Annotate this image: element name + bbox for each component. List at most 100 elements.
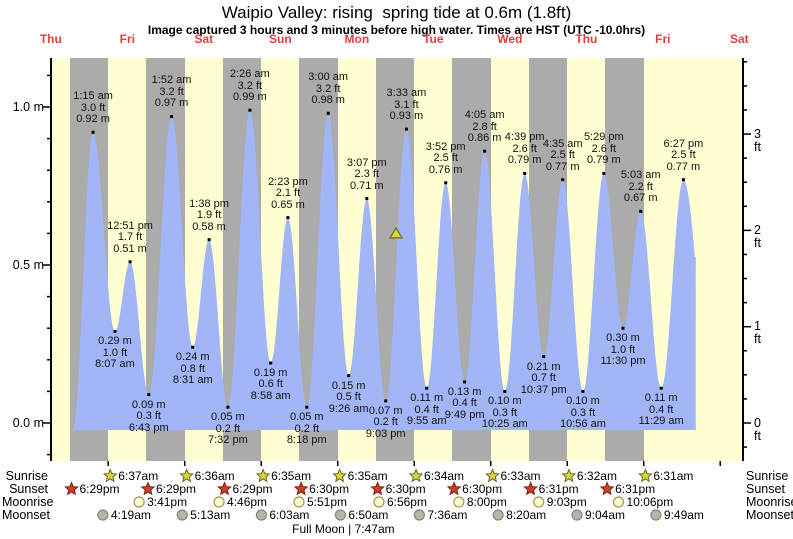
high-tide-dot xyxy=(681,178,685,182)
moonrise-icon xyxy=(373,496,385,508)
date-label: Sat14-Mar xyxy=(730,32,749,46)
low-tide-dot xyxy=(191,345,195,349)
low-tide-dot xyxy=(463,380,467,384)
moonset-icon xyxy=(413,509,425,521)
subtitle: Image captured 3 hours and 3 minutes bef… xyxy=(147,23,646,37)
date-label: Sun08-Mar xyxy=(269,32,292,46)
low-tide-dot xyxy=(621,326,625,330)
moon-down-time: 7:36am xyxy=(427,508,468,522)
moonrise-icon xyxy=(133,496,145,508)
date-label: Fri13-Mar xyxy=(655,32,671,46)
low-tide-label: 0.09 m 0.3 ft 6:43 pm xyxy=(128,398,169,434)
high-tide-label: 2:23 pm 2.1 ft 0.65 m xyxy=(268,175,308,211)
sun-up-time: 6:32am xyxy=(576,469,617,483)
moon-down-time: 8:20am xyxy=(506,508,547,522)
high-tide-dot xyxy=(444,181,448,185)
low-tide-label: 0.21 m 0.7 ft 10:37 pm xyxy=(520,360,567,396)
right-axis-label: 1 ft xyxy=(754,319,761,347)
sunrise-icon xyxy=(637,468,653,483)
low-tide-dot xyxy=(542,355,546,359)
moon-up-time: 8:00pm xyxy=(466,495,507,509)
sunset-icon xyxy=(217,481,232,496)
moonrise-icon xyxy=(533,496,545,508)
low-tide-label: 0.13 m 0.4 ft 9:49 pm xyxy=(444,385,485,421)
sunset-icon xyxy=(64,481,79,496)
sunset-icon xyxy=(293,481,309,496)
tide-curve xyxy=(72,110,696,430)
sun-down-time: 6:30pm xyxy=(385,482,426,496)
low-tide-label: 0.05 m 0.2 ft 7:32 pm xyxy=(207,411,248,447)
high-tide-label: 3:07 pm 2.3 ft 0.71 m xyxy=(346,156,387,192)
moon-up-time: 9:03pm xyxy=(546,495,587,509)
sun-down-time: 6:31pm xyxy=(615,482,656,496)
low-tide-label: 0.30 m 1.0 ft 11:30 pm xyxy=(600,332,646,368)
moon-down-time: 4:19am xyxy=(110,508,151,522)
sunrise-icon xyxy=(332,468,348,483)
low-tide-label: 0.10 m 0.3 ft 10:25 am xyxy=(481,395,528,431)
low-tide-dot xyxy=(269,361,273,365)
moonset-icon xyxy=(97,509,109,521)
sunset-label-right: Sunset xyxy=(746,482,785,496)
moon-down-time: 6:50am xyxy=(348,508,389,522)
high-tide-dot xyxy=(523,171,527,175)
high-tide-label: 1:52 am 3.2 ft 0.97 m xyxy=(151,74,192,110)
sun-up-time: 6:37am xyxy=(118,469,159,483)
low-tide-label: 0.29 m 1.0 ft 8:07 am xyxy=(95,335,135,371)
low-tide-label: 0.11 m 0.4 ft 9:55 am xyxy=(406,392,447,428)
high-tide-dot xyxy=(561,178,565,182)
sunset-icon xyxy=(446,481,462,496)
sunrise-icon xyxy=(102,468,118,483)
high-tide-dot xyxy=(483,149,487,153)
moonset-icon xyxy=(176,509,188,521)
high-tide-dot xyxy=(91,130,95,134)
moonrise-label-right: Moonrise xyxy=(746,495,793,509)
date-label: Thu12-Mar xyxy=(575,32,598,46)
high-tide-dot xyxy=(248,108,252,112)
sunrise-label-right: Sunrise xyxy=(746,469,789,483)
low-tide-label: 0.11 m 0.4 ft 11:29 am xyxy=(638,392,684,428)
high-tide-label: 4:39 pm 2.6 ft 0.79 m xyxy=(504,131,545,167)
high-tide-label: 3:00 am 3.2 ft 0.98 m xyxy=(308,71,349,107)
high-tide-label: 5:03 am 2.2 ft 0.67 m xyxy=(620,169,661,205)
moonset-icon xyxy=(255,509,267,521)
high-tide-dot xyxy=(207,238,211,242)
high-tide-dot xyxy=(602,171,606,175)
full-moon-note: Full Moon | 7:47am xyxy=(292,522,395,536)
low-tide-dot xyxy=(425,386,429,390)
moon-down-time: 9:49am xyxy=(663,508,704,522)
moonset-icon xyxy=(334,509,346,521)
moon-up-time: 4:46pm xyxy=(227,495,268,509)
low-tide-dot xyxy=(113,329,117,333)
sunset-label-left: Sunset xyxy=(9,482,48,496)
low-tide-dot xyxy=(347,374,351,378)
sun-down-time: 6:29pm xyxy=(232,482,273,496)
high-tide-label: 12:51 pm 1.7 ft 0.51 m xyxy=(107,219,153,255)
high-tide-dot xyxy=(286,216,290,220)
moon-down-time: 9:04am xyxy=(585,508,626,522)
page-title: Waipio Valley: rising spring tide at 0.6… xyxy=(221,3,572,22)
high-tide-label: 1:38 pm 1.9 ft 0.58 m xyxy=(189,197,229,233)
low-tide-label: 0.15 m 0.5 ft 9:26 am xyxy=(328,379,369,415)
sunrise-icon xyxy=(179,468,195,483)
high-tide-label: 6:27 pm 2.5 ft 0.77 m xyxy=(663,137,704,173)
low-tide-dot xyxy=(581,389,585,393)
sunrise-icon xyxy=(255,468,271,483)
moonrise-icon xyxy=(213,496,225,508)
sun-up-time: 6:31am xyxy=(653,469,694,483)
right-axis-label: 2 ft xyxy=(754,222,761,250)
sunset-icon xyxy=(140,481,156,496)
left-axis-label: 1.0 m xyxy=(12,99,44,114)
date-label: Tue10-Mar xyxy=(423,32,444,46)
date-label: Mon09-Mar xyxy=(344,32,370,46)
high-tide-dot xyxy=(170,115,174,118)
high-tide-dot xyxy=(365,197,369,201)
right-axis-label: 3 ft xyxy=(754,126,761,154)
sun-down-time: 6:30pm xyxy=(462,482,503,496)
low-tide-label: 0.07 m 0.2 ft 9:03 pm xyxy=(365,404,406,440)
high-tide-label: 3:52 pm 2.5 ft 0.76 m xyxy=(425,140,466,176)
sunrise-icon xyxy=(485,468,500,483)
sun-up-time: 6:35am xyxy=(271,469,312,483)
sun-down-time: 6:29pm xyxy=(79,482,120,496)
low-tide-dot xyxy=(147,393,151,397)
